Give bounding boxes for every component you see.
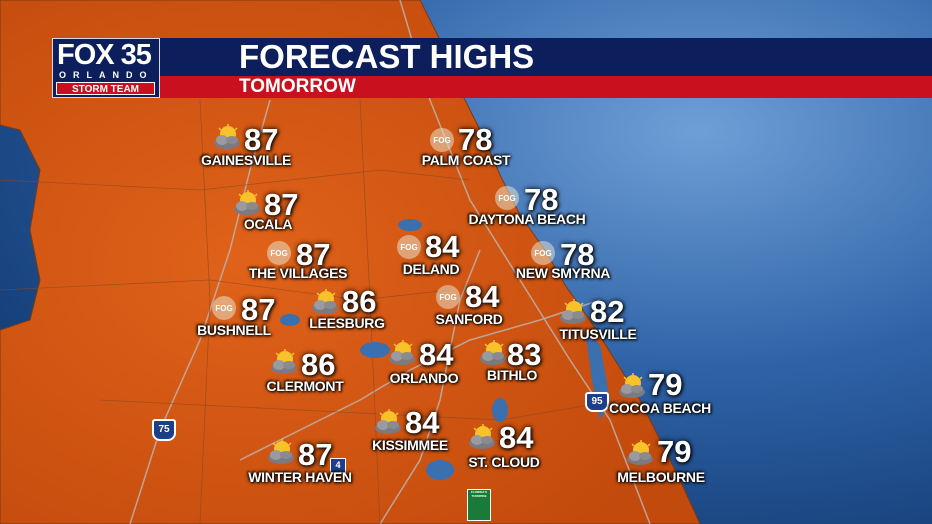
high-temperature: 78 bbox=[524, 182, 559, 217]
city-name: OCALA bbox=[243, 216, 293, 232]
partly-sunny-icon bbox=[469, 424, 495, 449]
fog-icon: FOG bbox=[212, 296, 236, 320]
land bbox=[0, 0, 701, 524]
subtitle-bar bbox=[160, 76, 932, 98]
highway-shield-95: 95 bbox=[585, 392, 609, 412]
city-name: MELBOURNE bbox=[617, 469, 705, 485]
high-temperature: 84 bbox=[425, 229, 460, 264]
fog-icon: FOG bbox=[397, 235, 421, 259]
city-name: BUSHNELL bbox=[197, 322, 271, 338]
high-temperature: 87 bbox=[244, 122, 279, 157]
city-name: PALM COAST bbox=[421, 152, 511, 168]
city-name: LEESBURG bbox=[309, 315, 385, 331]
partly-sunny-icon bbox=[268, 439, 294, 464]
partly-sunny-icon bbox=[214, 124, 240, 149]
city-name: ST. CLOUD bbox=[468, 454, 540, 470]
city-name: DELAND bbox=[402, 261, 460, 277]
fog-icon-text: FOG bbox=[270, 249, 287, 258]
fog-icon: FOG bbox=[531, 241, 555, 265]
city-name: TITUSVILLE bbox=[559, 326, 637, 342]
high-temperature: 86 bbox=[342, 284, 377, 319]
high-temperature: 79 bbox=[657, 434, 692, 469]
fog-icon: FOG bbox=[436, 285, 460, 309]
fog-icon-text: FOG bbox=[498, 194, 515, 203]
fog-icon-text: FOG bbox=[439, 293, 456, 302]
roads bbox=[129, 0, 651, 524]
city-name: WINTER HAVEN bbox=[248, 469, 352, 485]
high-temperature: 84 bbox=[465, 279, 500, 314]
fog-icon-text: FOG bbox=[400, 243, 417, 252]
city-name: COCOA BEACH bbox=[609, 400, 711, 416]
partly-sunny-icon bbox=[627, 440, 653, 465]
city-name: GAINESVILLE bbox=[200, 152, 292, 168]
city-name: BITHLO bbox=[486, 367, 538, 383]
title-bar bbox=[160, 38, 932, 76]
high-temperature: 87 bbox=[298, 437, 333, 472]
partly-sunny-icon bbox=[480, 340, 506, 365]
city-name: KISSIMMEE bbox=[372, 437, 448, 453]
highway-shield-4: 4 bbox=[330, 458, 346, 473]
partly-sunny-icon bbox=[560, 299, 586, 324]
city-name: THE VILLAGES bbox=[248, 265, 348, 281]
high-temperature: 78 bbox=[458, 122, 493, 157]
high-temperature: 86 bbox=[301, 347, 336, 382]
fog-icon-text: FOG bbox=[433, 136, 450, 145]
city-name: SANFORD bbox=[435, 311, 503, 327]
partly-sunny-icon bbox=[271, 349, 297, 374]
high-temperature: 84 bbox=[499, 420, 534, 455]
high-temperature: 78 bbox=[560, 237, 595, 272]
logo-city: ORLANDO bbox=[59, 70, 154, 80]
page-subtitle: TOMORROW bbox=[239, 76, 356, 97]
fog-icon-text: FOG bbox=[534, 249, 551, 258]
page-title: FORECAST HIGHS bbox=[239, 38, 535, 75]
high-temperature: 82 bbox=[590, 294, 625, 329]
partly-sunny-icon bbox=[389, 340, 415, 365]
city-name: ORLANDO bbox=[389, 370, 459, 386]
city-name: NEW SMYRNA bbox=[515, 265, 611, 281]
fog-icon-text: FOG bbox=[215, 304, 232, 313]
city-name: CLERMONT bbox=[266, 378, 344, 394]
highway-shield-75: 75 bbox=[152, 419, 176, 441]
high-temperature: 84 bbox=[405, 405, 440, 440]
logo-team: STORM TEAM bbox=[56, 82, 155, 95]
fog-icon: FOG bbox=[267, 241, 291, 265]
fog-icon: FOG bbox=[430, 128, 454, 152]
high-temperature: 87 bbox=[264, 187, 299, 222]
fog-icon: FOG bbox=[495, 186, 519, 210]
fox35-storm-team-logo: FOX 35 ORLANDO STORM TEAM bbox=[52, 38, 160, 98]
partly-sunny-icon bbox=[234, 190, 260, 215]
county-lines bbox=[0, 99, 621, 524]
partly-sunny-icon bbox=[312, 289, 338, 314]
partly-sunny-icon bbox=[375, 409, 401, 434]
partly-sunny-icon bbox=[619, 373, 645, 398]
high-temperature: 87 bbox=[241, 292, 276, 327]
turnpike-shield: FLORIDA'S TURNPIKE bbox=[467, 489, 491, 521]
high-temperature: 87 bbox=[296, 237, 331, 272]
high-temperature: 79 bbox=[648, 367, 683, 402]
logo-brand: FOX 35 bbox=[57, 39, 152, 71]
high-temperature: 84 bbox=[419, 337, 454, 372]
high-temperature: 83 bbox=[507, 337, 542, 372]
city-name: DAYTONA BEACH bbox=[468, 211, 586, 227]
